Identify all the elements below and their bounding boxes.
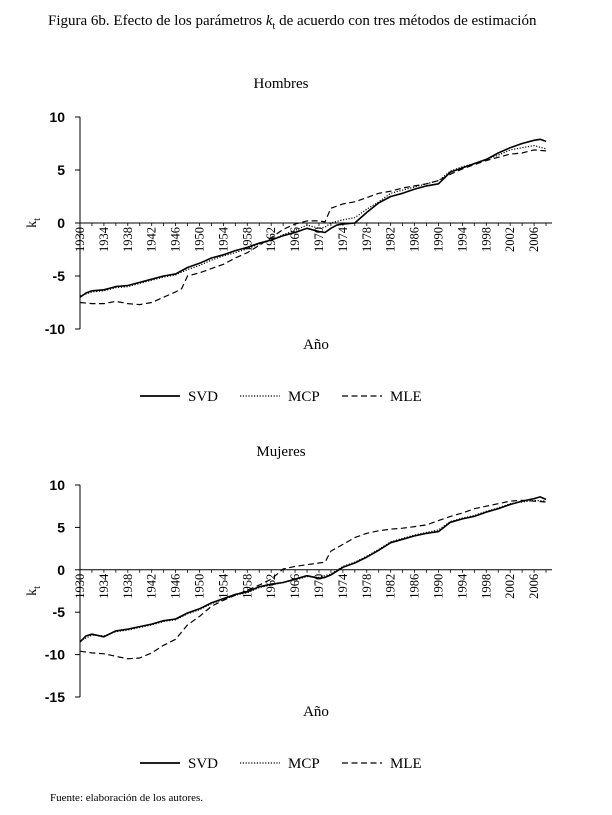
chart0-legend-label-svd: SVD [188, 389, 218, 405]
chart0-x-tick-label: 1946 [169, 227, 183, 252]
figure-title-k-subscript: t [272, 21, 276, 32]
chart1-x-tick-label: 1946 [169, 574, 183, 599]
chart0-y-tick-label: 0 [57, 215, 65, 231]
chart0-x-tick-label: 1998 [479, 227, 493, 252]
chart0-series-mcp [79, 144, 547, 297]
chart0-y-tick-label: -5 [53, 268, 66, 284]
chart1-legend-label-mcp: MCP [288, 756, 320, 772]
chart1-x-tick-label: 1986 [408, 574, 422, 599]
chart0-x-tick-label: 1990 [431, 227, 445, 252]
chart0-x-tick-label: 1950 [192, 227, 206, 252]
chart1-x-tick-label: 1958 [240, 574, 254, 599]
chart0-x-tick-label: 1954 [216, 226, 230, 252]
chart1-x-tick-label: 1934 [97, 573, 111, 599]
chart1-y-tick-label: 10 [49, 477, 65, 493]
chart0-y-label-sub: t [32, 218, 43, 221]
chart1-title: Mujeres [256, 444, 305, 460]
chart0-y-label: kt [25, 218, 43, 228]
chart0-y-label-k: k [25, 221, 40, 228]
chart0-y-tick-label: 5 [57, 162, 65, 178]
figure-title-text: Figura 6b. Efecto de los parámetros [48, 13, 266, 29]
chart1-y-tick-label: -5 [53, 604, 66, 620]
chart1-x-tick-label: 1942 [145, 574, 159, 599]
chart1-y-label-sub: t [32, 586, 43, 589]
chart1-y-tick-label: -10 [45, 647, 65, 663]
chart1-x-tick-label: 1970 [312, 574, 326, 599]
chart0-x-tick-label: 1974 [336, 226, 350, 252]
chart0-x-tick-label: 1978 [360, 227, 374, 252]
chart1-x-tick-label: 1990 [431, 574, 445, 599]
chart1-y-tick-label: -15 [45, 689, 65, 705]
chart1-legend-label-mle: MLE [390, 756, 422, 772]
chart1-x-tick-label: 2006 [527, 574, 541, 599]
chart1-x-label: Año [303, 704, 329, 720]
chart1-x-tick-label: 1950 [192, 574, 206, 599]
chart0-x-tick-label: 1994 [455, 226, 469, 252]
chart1-x-tick-label: 1978 [360, 574, 374, 599]
chart1-x-tick-label: 1974 [336, 573, 350, 599]
chart0-title: Hombres [254, 76, 309, 92]
chart1-x-tick-label: 1998 [479, 574, 493, 599]
chart1-x-tick-label: 1994 [455, 573, 469, 599]
chart0-x-tick-label: 1930 [73, 227, 87, 252]
chart1-y-tick-label: 0 [57, 562, 65, 578]
chart0-y-tick-label: 10 [49, 109, 65, 125]
chart1-y-label: kt [25, 586, 43, 596]
chart-hombres: Hombres 10 5 0 -5 -10 1930 1934 1938 1942 1946 1950… [25, 76, 552, 405]
chart1-x-tick-label: 1982 [384, 574, 398, 599]
chart-mujeres: Mujeres 10 5 0 -5 -10 -15 1930 1934 1938 1942 1946 1… [25, 444, 552, 772]
chart0-x-tick-label: 1982 [384, 227, 398, 252]
figure-title-rest: de acuerdo con tres métodos de estimació… [275, 13, 537, 29]
chart0-x-tick-label: 1938 [121, 227, 135, 252]
chart0-y-tick-label: -10 [45, 321, 65, 337]
chart0-x-tick-label: 2002 [503, 227, 517, 252]
chart1-legend-label-svd: SVD [188, 756, 218, 772]
chart0-x-tick-label: 1942 [145, 227, 159, 252]
chart1-y-label-k: k [25, 589, 40, 596]
chart1-series-mle [79, 499, 547, 660]
source-note: Fuente: elaboración de los autores. [50, 792, 204, 804]
chart1-series-mcp [79, 499, 547, 642]
figure-title-k: k [265, 13, 273, 29]
chart0-x-tick-label: 1970 [312, 227, 326, 252]
chart0-series-mle [79, 149, 547, 306]
chart0-x-label: Año [303, 337, 329, 353]
chart1-y-tick-label: 5 [57, 519, 65, 535]
figure-title: Figura 6b. Efecto de los parámetros kt d… [48, 13, 536, 32]
chart0-x-tick-label: 1986 [408, 227, 422, 252]
chart1-series-svd [79, 496, 547, 643]
chart0-x-tick-label: 1934 [97, 226, 111, 252]
chart1-x-tick-label: 1962 [264, 574, 278, 599]
chart0-legend-label-mle: MLE [390, 389, 422, 405]
chart0-series-svd [79, 138, 547, 298]
chart0-legend-label-mcp: MCP [288, 389, 320, 405]
chart0-x-tick-label: 2006 [527, 227, 541, 252]
chart1-x-tick-label: 2002 [503, 574, 517, 599]
chart1-x-tick-label: 1954 [216, 573, 230, 599]
chart1-x-tick-label: 1930 [73, 574, 87, 599]
chart1-x-tick-label: 1938 [121, 574, 135, 599]
